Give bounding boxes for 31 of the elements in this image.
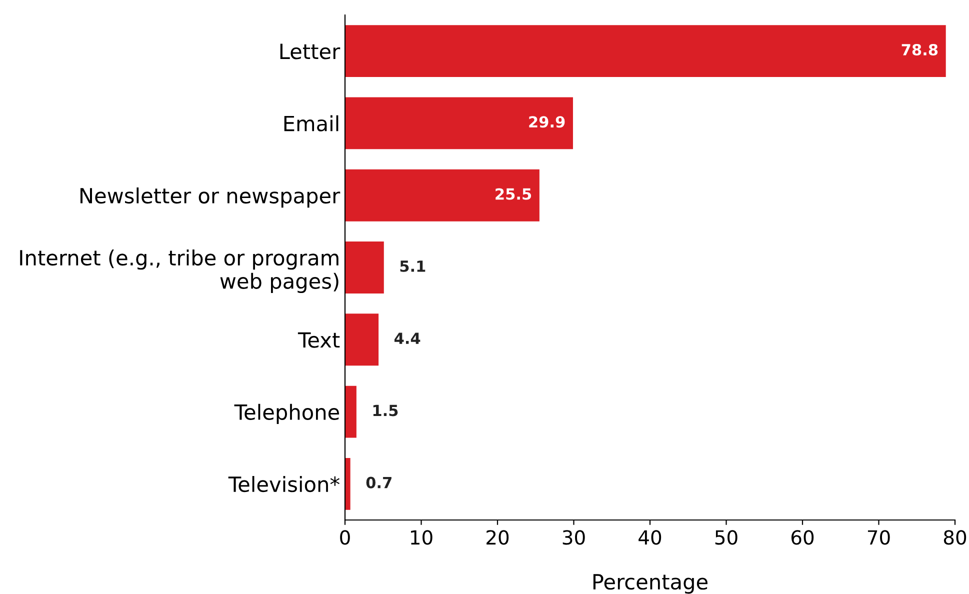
y-tick-label: Internet (e.g., tribe or program web pages) [20, 250, 338, 293]
y-tick-label: Email [284, 115, 338, 132]
data-label: 1.5 [373, 404, 398, 416]
x-tick-label: 30 [562, 530, 585, 545]
bar [345, 97, 573, 150]
data-label: 78.8 [902, 44, 938, 56]
y-tick-label: Letter [280, 44, 340, 60]
bar [345, 458, 350, 510]
x-tick-label: 50 [715, 530, 738, 545]
bar [345, 314, 379, 366]
data-label: 5.1 [400, 260, 426, 272]
data-label: 4.4 [394, 332, 420, 344]
y-tick-label: Text [298, 332, 340, 348]
y-tick-label: Newsletter or newspaper [80, 187, 340, 208]
bar [345, 242, 384, 294]
y-tick-label: Telephone [234, 404, 340, 424]
bar [345, 25, 946, 78]
x-axis-title: Percentage [593, 574, 708, 594]
bar [345, 386, 356, 438]
y-tick-label: Television* [228, 476, 340, 492]
data-label: 29.9 [529, 116, 565, 128]
bar [345, 169, 540, 222]
x-tick-label: 20 [486, 530, 509, 545]
x-tick-label: 10 [411, 530, 432, 545]
x-tick-label: 60 [791, 530, 814, 545]
data-label: 25.5 [496, 188, 532, 200]
x-tick-label: 70 [868, 530, 890, 545]
x-tick-label: 80 [944, 530, 966, 545]
x-tick-label: 40 [638, 530, 662, 545]
x-tick-label: 0 [340, 530, 350, 545]
data-label: 0.7 [366, 476, 392, 488]
